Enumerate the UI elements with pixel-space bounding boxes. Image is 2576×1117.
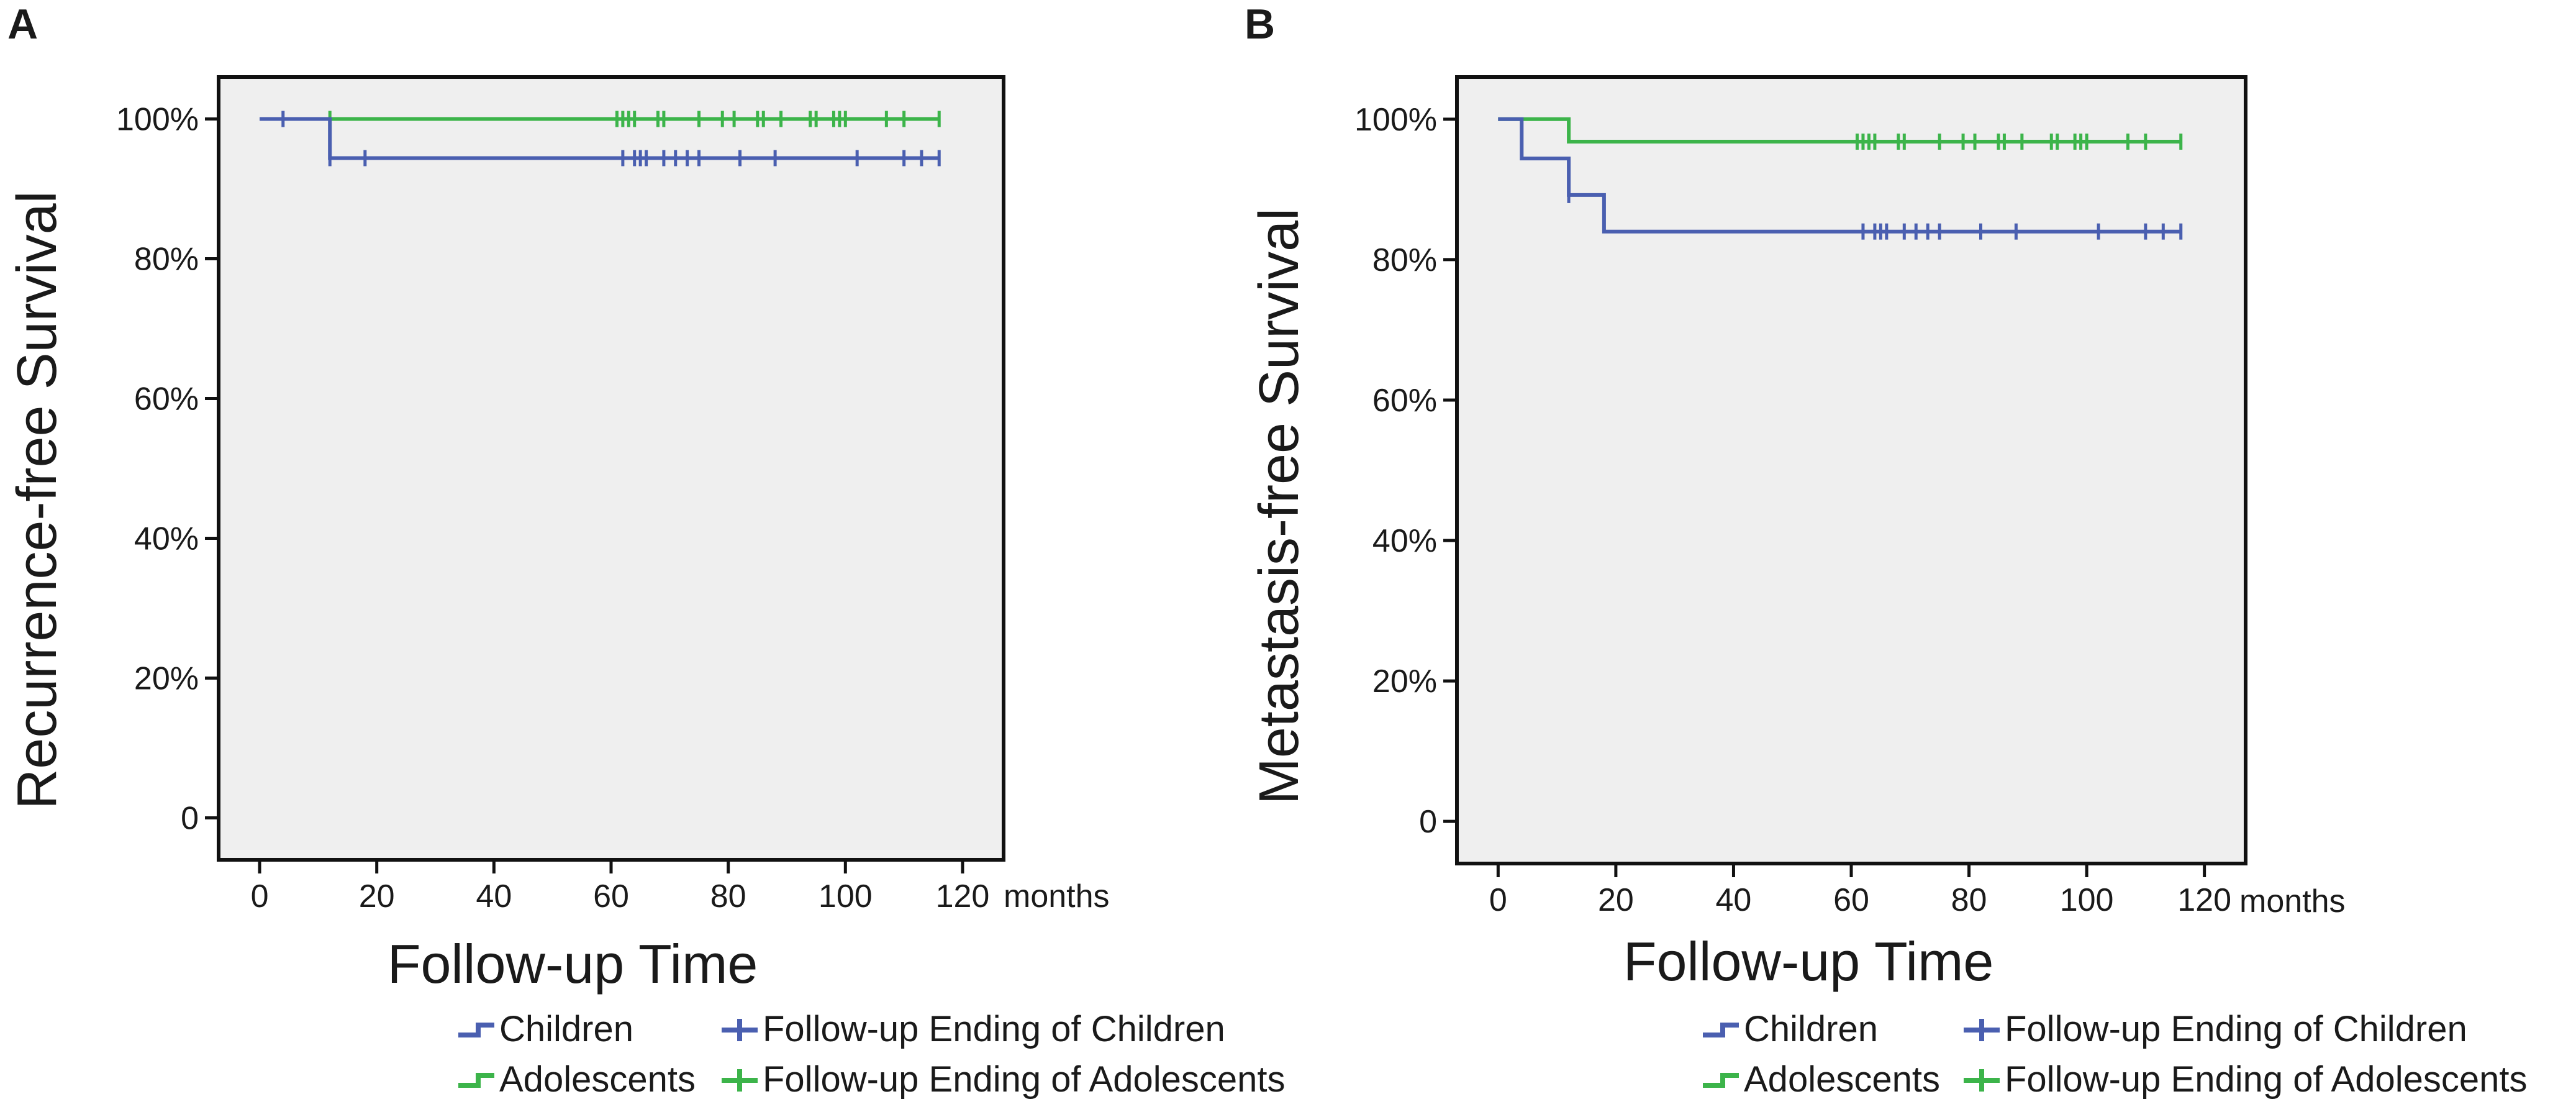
legend-label: Follow-up Ending of Children [763,1009,1225,1049]
legend-label: Follow-up Ending of Children [2005,1009,2467,1049]
panel-b-marks [1498,117,2183,240]
panel-b-x-axis-title: Follow-up Time [1623,931,1994,992]
x-tick-label: 40 [1716,882,1752,918]
legend-label: Follow-up Ending of Adolescents [763,1059,1286,1100]
x-tick-label: 60 [1833,882,1869,918]
panel-a-letter: A [7,1,38,48]
panel-b-y-axis: 0 20% 40% 60% 80% 100% [1354,102,1457,840]
x-tick-label: 120 [936,878,990,914]
y-tick-label: 60% [134,381,199,417]
legend-label: Children [499,1009,633,1049]
y-tick-label: 40% [134,521,199,557]
x-tick-label: 0 [251,878,269,914]
y-tick-label: 0 [181,801,199,837]
y-tick-label: 40% [1372,523,1437,559]
panel-b-x-axis: 0 20 40 60 80 100 120 [1489,864,2231,918]
y-tick-label: 80% [134,242,199,278]
panel-a-x-unit-label: months [1004,878,1110,914]
panel-a-x-axis: 0 20 40 60 80 100 120 [251,860,990,914]
panel-b-y-axis-title: Metastasis-free Survival [1248,208,1310,805]
y-tick-label: 60% [1372,383,1437,419]
panel-a-plot-area [217,75,1005,862]
panel-b-x-unit-label: months [2239,883,2346,919]
x-tick-label: 100 [819,878,873,914]
panel-a-x-axis-title: Follow-up Time [388,933,758,995]
y-tick-label: 20% [1372,663,1437,700]
panel-b: B 0 20% 40% 60% 80% 100% 0 20 40 60 80 100 120 mont… [1245,1,2528,1100]
legend-label: Adolescents [1744,1059,1940,1100]
panel-a-y-axis-title: Recurrence-free Survival [6,191,68,809]
x-tick-label: 0 [1489,882,1507,918]
y-tick-label: 100% [116,102,199,138]
panel-a-y-axis: 0 20% 40% 60% 80% 100% [116,102,219,837]
panel-a: A 0 20% 40% 60% 80% 100% 0 20 40 60 80 100 120 mont… [6,1,1286,1100]
x-tick-label: 100 [2060,882,2114,918]
panel-b-legend: Children Follow-up Ending of Children Adol… [1703,1009,2528,1100]
y-tick-label: 20% [134,661,199,697]
x-tick-label: 80 [710,878,746,914]
legend-step-icon [458,1023,494,1037]
x-tick-label: 120 [2177,882,2231,918]
legend-label: Adolescents [499,1059,696,1100]
y-tick-label: 80% [1372,242,1437,278]
panel-a-legend: Children Follow-up Ending of Children Adol… [458,1009,1286,1100]
children-survival-line [1498,117,2181,234]
x-tick-label: 60 [593,878,629,914]
legend-label: Children [1744,1009,1878,1049]
y-tick-label: 0 [1419,804,1437,840]
legend-step-icon [458,1073,494,1088]
legend-step-icon [1703,1023,1739,1037]
x-tick-label: 20 [359,878,395,914]
y-tick-label: 100% [1354,102,1437,138]
panel-b-plot-area [1455,75,2247,865]
legend-label: Follow-up Ending of Adolescents [2005,1059,2528,1100]
panel-b-letter: B [1245,1,1275,48]
legend-step-icon [1703,1073,1739,1088]
x-tick-label: 80 [1951,882,1987,918]
panel-a-marks [260,111,941,166]
x-tick-label: 20 [1598,882,1634,918]
x-tick-label: 40 [476,878,512,914]
